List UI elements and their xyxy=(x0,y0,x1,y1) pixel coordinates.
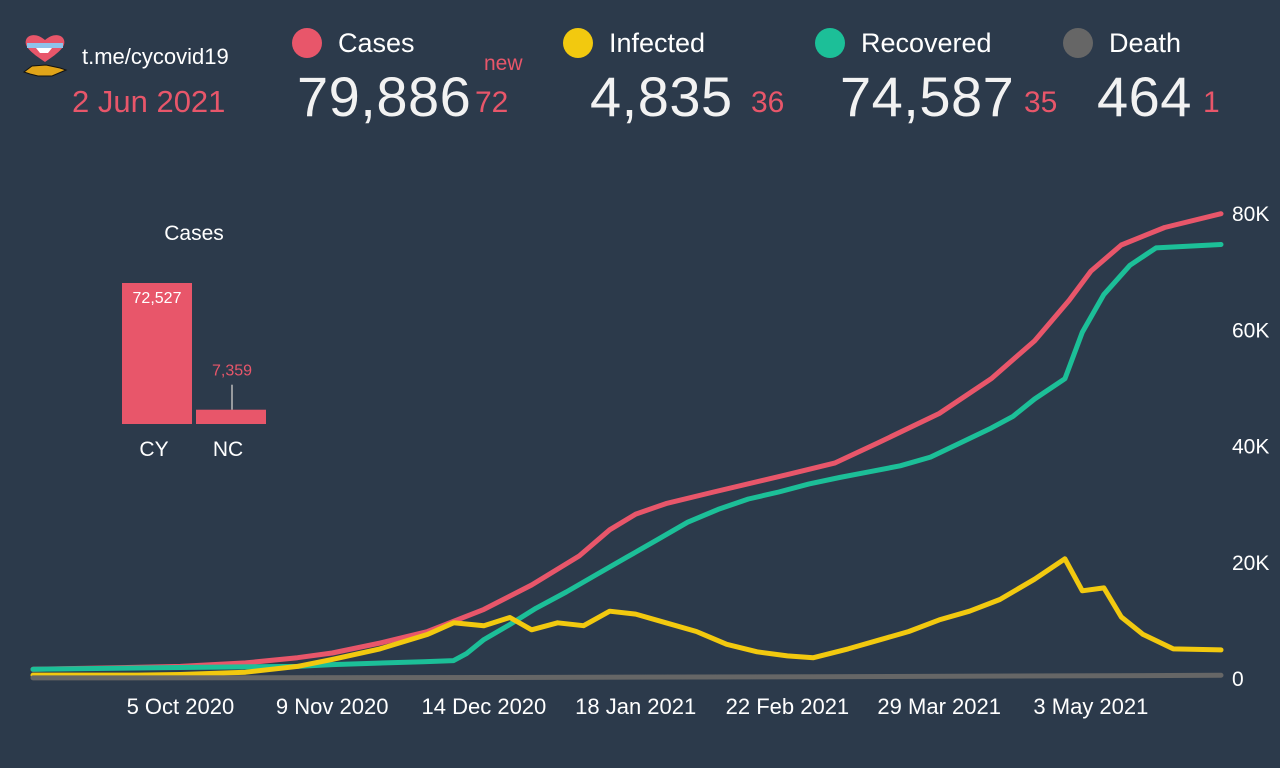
line-chart: 5 Oct 2020 9 Nov 2020 14 Dec 2020 18 Jan 20… xyxy=(30,203,1269,719)
y-tick-label-0: 0 xyxy=(1232,668,1244,691)
bar-value-label-cy: 72,527 xyxy=(133,290,182,307)
x-tick-label-14-dec-2020: 14 Dec 2020 xyxy=(422,694,547,719)
infected-new: 36 xyxy=(751,86,785,119)
cases-label: Cases xyxy=(338,28,415,58)
death-legend-dot xyxy=(1063,28,1093,58)
bar-nc xyxy=(196,409,266,424)
recovered-total: 74,587 xyxy=(840,65,1015,128)
telegram-link[interactable]: t.me/cycovid19 xyxy=(82,44,229,69)
x-tick-label-29-mar-2021: 29 Mar 2021 xyxy=(877,694,1001,719)
cases-by-region-bar-chart: Cases 72,527 CY 7,359 NC xyxy=(122,222,266,461)
y-tick-label-40k: 40K xyxy=(1232,436,1269,459)
heart-cyprus-logo-icon xyxy=(22,35,68,77)
y-tick-label-60k: 60K xyxy=(1232,319,1269,342)
death-total: 464 xyxy=(1097,65,1192,128)
bar-category-label-cy: CY xyxy=(139,438,168,461)
recovered-label: Recovered xyxy=(861,28,992,58)
y-tick-label-80k: 80K xyxy=(1232,203,1269,226)
series-line-recovered xyxy=(30,242,1224,672)
bar-chart-title: Cases xyxy=(164,222,224,245)
new-label: new xyxy=(484,52,523,75)
series-line-cases xyxy=(30,211,1224,672)
bar-category-label-nc: NC xyxy=(213,438,243,461)
cases-total: 79,886 xyxy=(297,65,472,128)
infected-label: Infected xyxy=(609,28,706,58)
death-new: 1 xyxy=(1203,86,1220,119)
recovered-legend-dot xyxy=(815,28,845,58)
death-label: Death xyxy=(1109,28,1182,58)
y-tick-label-20k: 20K xyxy=(1232,552,1269,575)
x-tick-label-5-oct-2020: 5 Oct 2020 xyxy=(127,694,235,719)
infected-total: 4,835 xyxy=(590,65,733,128)
infected-legend-dot xyxy=(563,28,593,58)
series-line-death xyxy=(30,672,1224,681)
x-tick-label-3-may-2021: 3 May 2021 xyxy=(1033,694,1148,719)
x-tick-label-9-nov-2020: 9 Nov 2020 xyxy=(276,694,389,719)
cases-new: 72 xyxy=(475,86,509,119)
cases-legend-dot xyxy=(292,28,322,58)
series-line-infected xyxy=(30,556,1224,678)
report-date: 2 Jun 2021 xyxy=(72,84,226,119)
bar-cy xyxy=(122,283,192,424)
x-tick-label-22-feb-2021: 22 Feb 2021 xyxy=(726,694,850,719)
recovered-new: 35 xyxy=(1024,86,1058,119)
bar-value-label-nc: 7,359 xyxy=(212,363,252,380)
x-tick-label-18-jan-2021: 18 Jan 2021 xyxy=(575,694,696,719)
